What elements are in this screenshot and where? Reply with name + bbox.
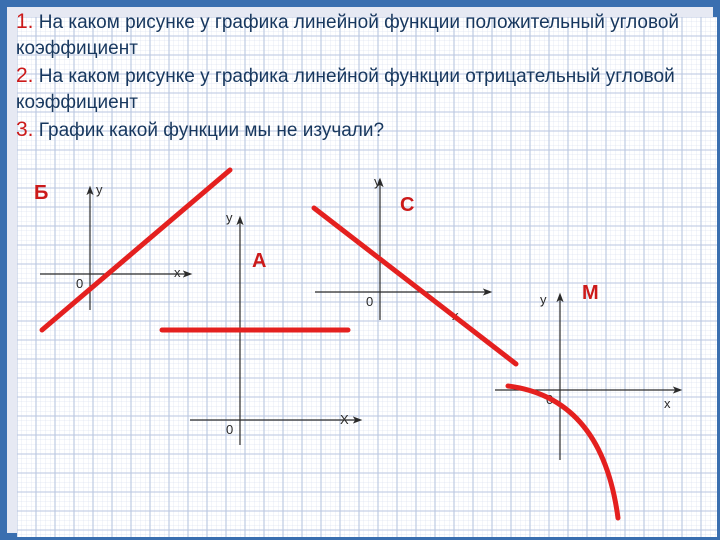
svg-text:x: x: [664, 396, 671, 411]
plots-svg: 0yx0yХ0yx0yx: [0, 0, 720, 540]
svg-text:0: 0: [76, 276, 83, 291]
svg-text:y: y: [374, 174, 381, 189]
svg-text:y: y: [540, 292, 547, 307]
svg-text:x: x: [174, 265, 181, 280]
svg-text:0: 0: [366, 294, 373, 309]
svg-text:y: y: [96, 182, 103, 197]
svg-text:Х: Х: [340, 412, 349, 427]
label-a: А: [252, 250, 266, 273]
svg-text:y: y: [226, 210, 233, 225]
label-m: М: [582, 282, 599, 305]
label-b: Б: [34, 182, 48, 205]
svg-text:0: 0: [226, 422, 233, 437]
label-c: С: [400, 194, 414, 217]
